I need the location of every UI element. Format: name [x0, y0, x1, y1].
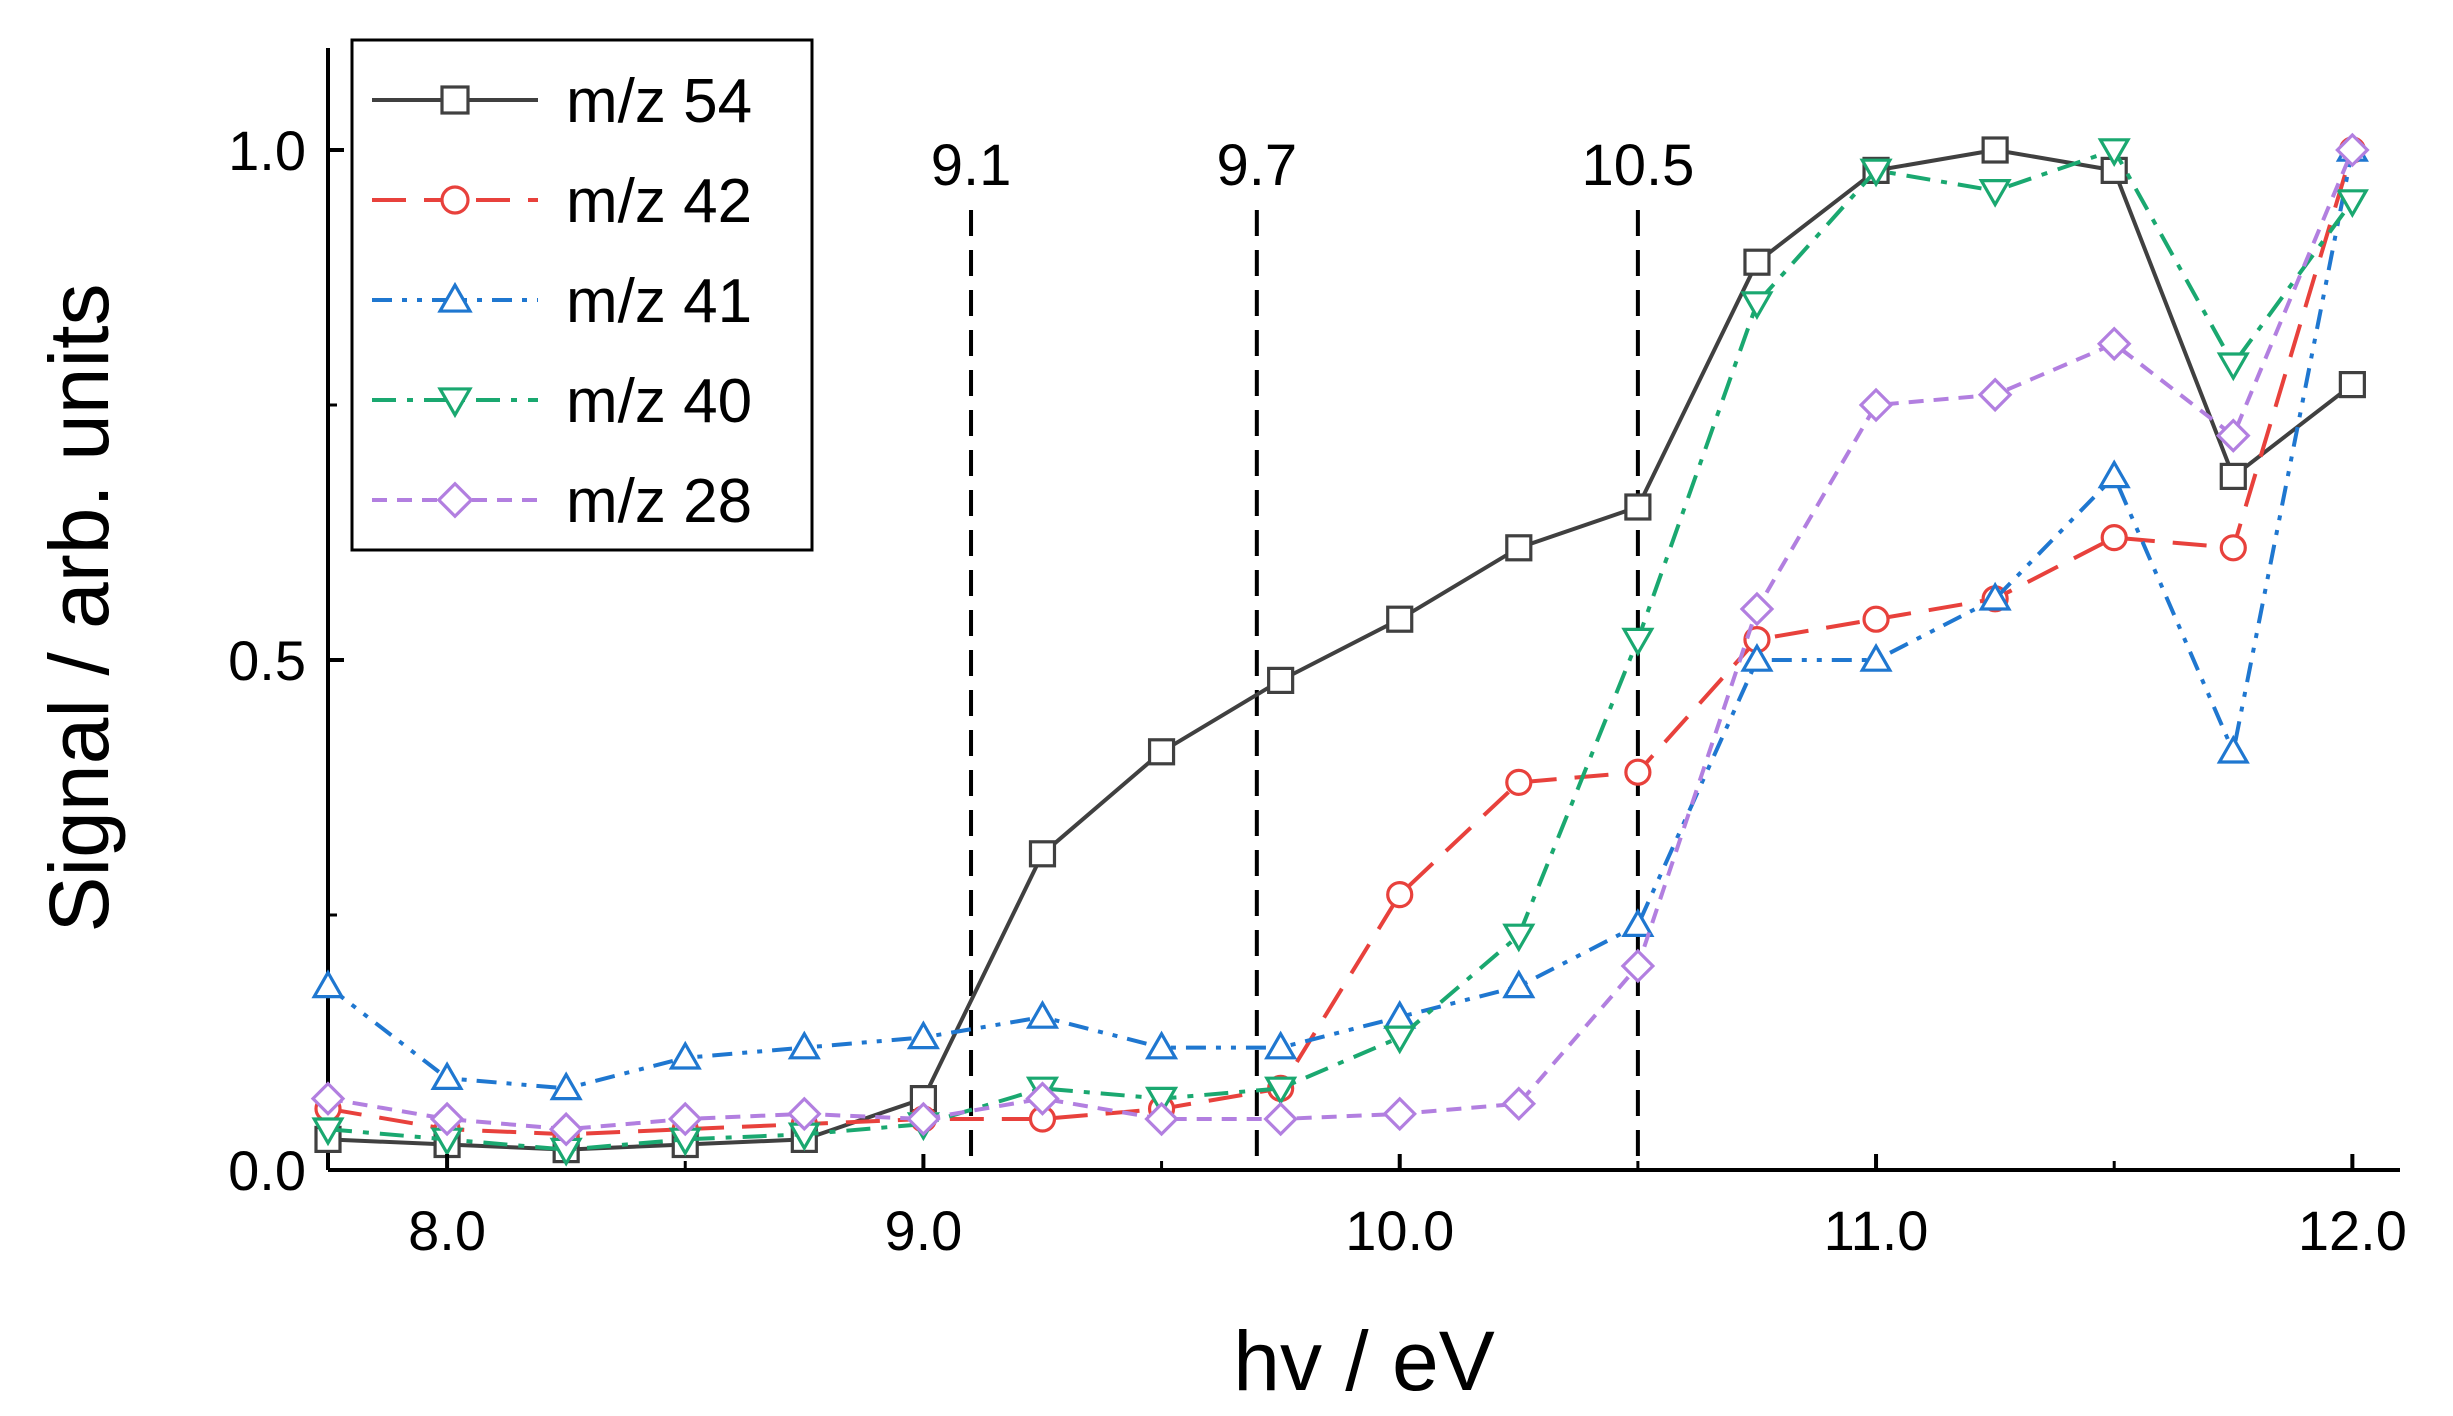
data-point: [1144, 1086, 1179, 1116]
data-point: [2097, 138, 2131, 168]
legend-label: m/z 54: [566, 67, 752, 136]
data-point: [2216, 352, 2250, 382]
x-tick-label: 8.0: [408, 1199, 486, 1262]
legend-box: [350, 38, 814, 552]
series-0: [314, 136, 2366, 1164]
data-point: [787, 1096, 822, 1132]
data-point: [1383, 1025, 1417, 1055]
legend-label: m/z 42: [566, 167, 752, 236]
data-point: [2216, 418, 2251, 453]
data-point: [2096, 326, 2132, 362]
data-point: [2216, 734, 2250, 764]
data-point: [1501, 1086, 1537, 1121]
legend-label: m/z 40: [566, 367, 752, 436]
series-layer: [310, 132, 2370, 1167]
data-point: [1386, 880, 1414, 909]
vline-label: 10.5: [1581, 133, 1694, 198]
series-line: [327, 148, 2355, 1152]
data-point: [906, 1020, 940, 1050]
series-3: [311, 138, 2369, 1167]
series-line: [326, 149, 2355, 1091]
data-point: [1505, 768, 1533, 797]
data-point: [2338, 371, 2366, 399]
data-point: [311, 969, 345, 999]
y-tick-label: 1.0: [228, 119, 306, 182]
data-point: [2097, 459, 2131, 489]
data-point: [2219, 534, 2247, 562]
y-tick-label: 0.5: [228, 629, 306, 692]
legend-label: m/z 28: [566, 467, 752, 536]
data-point: [548, 1111, 584, 1147]
data-point: [311, 1117, 345, 1147]
data-point: [1621, 627, 1655, 657]
data-point: [1502, 969, 1536, 999]
x-tick-label: 11.0: [1824, 1199, 1929, 1262]
data-point: [1740, 642, 1774, 672]
y-tick-label: 0.0: [228, 1139, 306, 1202]
data-point: [1978, 179, 2012, 208]
series-line: [327, 149, 2355, 1137]
series-line: [327, 148, 2354, 1152]
data-point: [1624, 493, 1652, 521]
data-point: [1739, 591, 1775, 627]
data-point: [1740, 291, 1774, 321]
data-point: [1144, 1030, 1179, 1060]
data-point: [1977, 377, 2013, 413]
data-point: [1147, 738, 1176, 766]
data-point: [668, 1040, 702, 1070]
data-point: [2335, 132, 2370, 168]
data-point: [2219, 462, 2247, 490]
data-point: [1621, 908, 1655, 938]
data-point: [1624, 758, 1652, 786]
data-point: [2100, 523, 2128, 552]
legend-marker: [440, 85, 470, 115]
x-tick-label: 10.0: [1345, 1199, 1454, 1262]
vline-label: 9.1: [931, 133, 1012, 198]
data-point: [1505, 534, 1533, 562]
data-point: [310, 1081, 346, 1116]
legend-marker: [437, 387, 473, 419]
legend-marker: [437, 281, 473, 313]
data-point: [1743, 248, 1771, 276]
data-point: [1028, 840, 1057, 868]
y-axis-title: Signal / arb. units: [32, 283, 126, 932]
x-axis-title: hv / eV: [1233, 1314, 1494, 1408]
legend: m/z 54 m/z 42 m/z 41 m/z 40 m/z 28: [350, 38, 814, 552]
data-point: [1025, 999, 1060, 1029]
data-point: [1859, 642, 1893, 672]
data-point: [787, 1030, 821, 1060]
vline-label: 9.7: [1217, 133, 1298, 198]
legend-label: m/z 41: [566, 267, 752, 336]
data-point: [1386, 605, 1414, 633]
data-point: [906, 1101, 941, 1137]
data-point: [1978, 581, 2012, 611]
legend-marker: [436, 481, 474, 519]
data-point: [1267, 666, 1295, 695]
data-point: [667, 1101, 703, 1137]
data-point: [1264, 1030, 1298, 1060]
series-4: [310, 132, 2370, 1147]
data-point: [1264, 1076, 1298, 1106]
data-point: [2335, 189, 2369, 219]
data-point: [1981, 136, 2009, 164]
x-tick-label: 9.0: [884, 1199, 962, 1262]
series-line: [327, 149, 2355, 1132]
data-point: [1862, 605, 1890, 633]
x-tick-label: 12.0: [2298, 1199, 2407, 1262]
legend-marker: [440, 185, 470, 215]
data-point: [1859, 158, 1893, 188]
data-point: [1263, 1101, 1298, 1137]
data-point: [549, 1071, 583, 1101]
data-point: [1025, 1081, 1060, 1116]
data-point: [1144, 1101, 1179, 1137]
reference-lines: 9.1 9.7 10.5: [931, 133, 1694, 1170]
ticks: 8.0 9.0 10.0 11.0 12.0 0.0 0.5 1.0: [228, 119, 2407, 1262]
data-point: [1620, 948, 1656, 984]
data-point: [1858, 387, 1894, 423]
data-point: [430, 1061, 464, 1091]
data-point: [429, 1101, 465, 1137]
data-point: [1502, 923, 1536, 953]
data-point: [1382, 1096, 1417, 1132]
